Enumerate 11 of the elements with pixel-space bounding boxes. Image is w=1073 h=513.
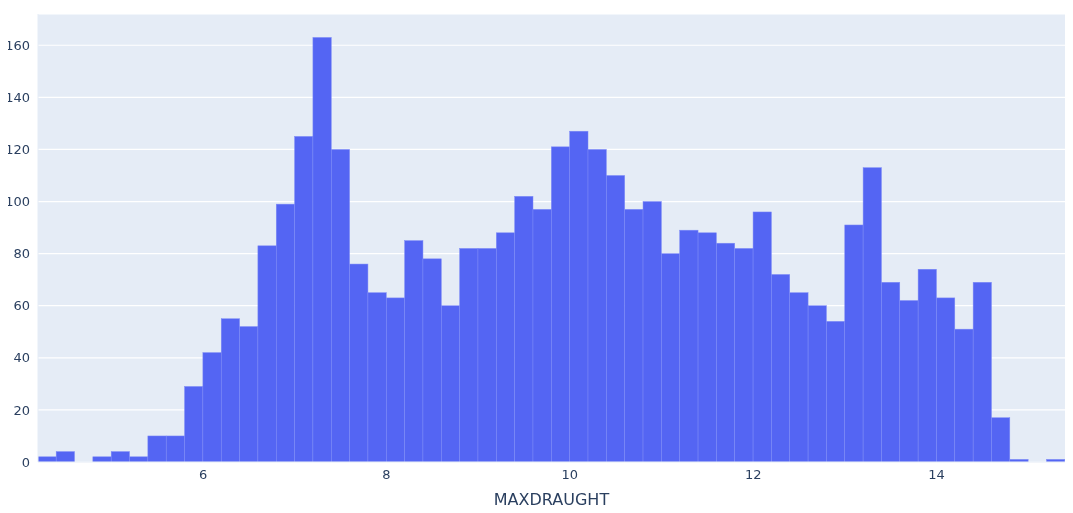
x-tick-label: 14 — [928, 467, 945, 483]
x-tick-label: 6 — [198, 467, 208, 483]
y-tick-label: 0 — [21, 454, 30, 470]
x-tick-label: 10 — [561, 467, 579, 483]
y-tick-label: 40 — [13, 350, 30, 366]
y-tick-label: 20 — [13, 402, 30, 418]
x-axis-title: MAXDRAUGHT — [493, 490, 610, 509]
y-tick-label: 60 — [13, 298, 30, 314]
x-tick-label: 12 — [744, 467, 762, 483]
y-tick-label: 80 — [13, 246, 30, 262]
x-tick-label: 8 — [382, 467, 391, 483]
